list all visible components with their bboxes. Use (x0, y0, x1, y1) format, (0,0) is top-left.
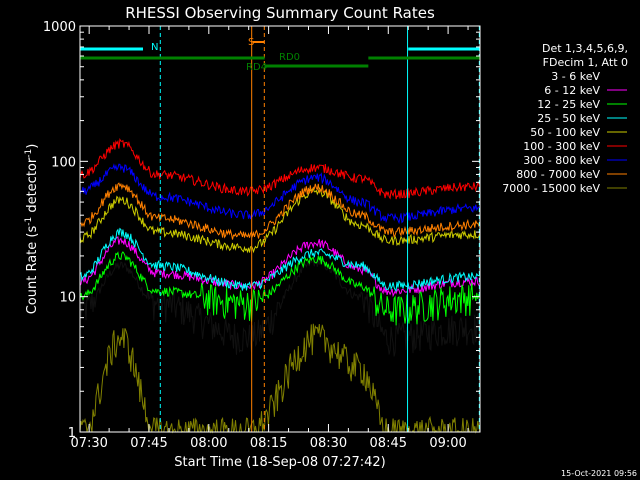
series-line-2 (79, 236, 481, 298)
annotation-rd4: RD4 (246, 62, 267, 73)
legend-label-2: 6 - 12 keV (544, 84, 600, 97)
legend-label-3: 12 - 25 keV (537, 98, 600, 111)
series-line-1 (79, 257, 481, 357)
timestamp: 15-Oct-2021 09:56 (561, 469, 637, 478)
y-label-part1: Count Rate (s (25, 226, 40, 315)
y-tick-label: 100 (51, 155, 76, 170)
y-tick-label: 1000 (43, 20, 76, 35)
chart-title: RHESSI Observing Summary Count Rates (125, 4, 435, 22)
series-line-8 (79, 182, 481, 240)
y-axis-label: Count Rate (s-1 detector-1) (24, 144, 40, 315)
legend-label-5: 50 - 100 keV (530, 126, 600, 139)
legend-header-1: Det 1,3,4,5,6,9, (542, 42, 628, 55)
legend-header-2: FDecim 1, Att 0 (543, 56, 628, 69)
annotation-rd0: RD0 (279, 52, 300, 63)
x-axis-label: Start Time (18-Sep-08 07:27:42) (174, 455, 385, 470)
marker-layer: N S RD4 RD0 (80, 26, 480, 432)
legend-label-4: 25 - 50 keV (537, 112, 600, 125)
y-tick-label: 1 (68, 426, 76, 441)
series-line-5 (79, 186, 481, 254)
y-label-sup1: -1 (24, 217, 34, 226)
annotation-n: N (151, 42, 158, 53)
y-tick-label: 10 (59, 291, 76, 306)
legend-label-7: 300 - 800 keV (523, 154, 600, 167)
x-tick-label: 08:45 (370, 436, 407, 451)
x-tick-label: 08:15 (250, 436, 287, 451)
series-line-7 (79, 163, 480, 225)
y-label-sup2: -1 (24, 149, 34, 158)
y-label-part3: ) (25, 144, 40, 149)
plot-frame (79, 25, 481, 433)
series-line-9 (79, 323, 481, 434)
x-tick-label: 07:45 (130, 436, 167, 451)
axis-layer: 1 10 100 1000 07:30 07:45 08:00 08:15 08:30 08:45… (43, 20, 480, 451)
y-label-part2: detector (25, 157, 40, 217)
series-line-4 (79, 227, 480, 292)
legend-label-9: 7000 - 15000 keV (502, 182, 600, 195)
x-tick-label: 08:00 (190, 436, 227, 451)
series-line-3 (79, 251, 481, 326)
legend-label-8: 800 - 7000 keV (516, 168, 600, 181)
series-line-6 (79, 138, 481, 200)
legend: Det 1,3,4,5,6,9,FDecim 1, Att 03 - 6 keV… (502, 42, 628, 195)
legend-label-1: 3 - 6 keV (551, 70, 600, 83)
x-tick-label: 08:30 (310, 436, 347, 451)
x-tick-label: 07:30 (70, 436, 107, 451)
annotation-s: S (248, 37, 254, 48)
legend-label-6: 100 - 300 keV (523, 140, 600, 153)
x-tick-label: 09:00 (429, 436, 466, 451)
series-layer (79, 138, 481, 434)
